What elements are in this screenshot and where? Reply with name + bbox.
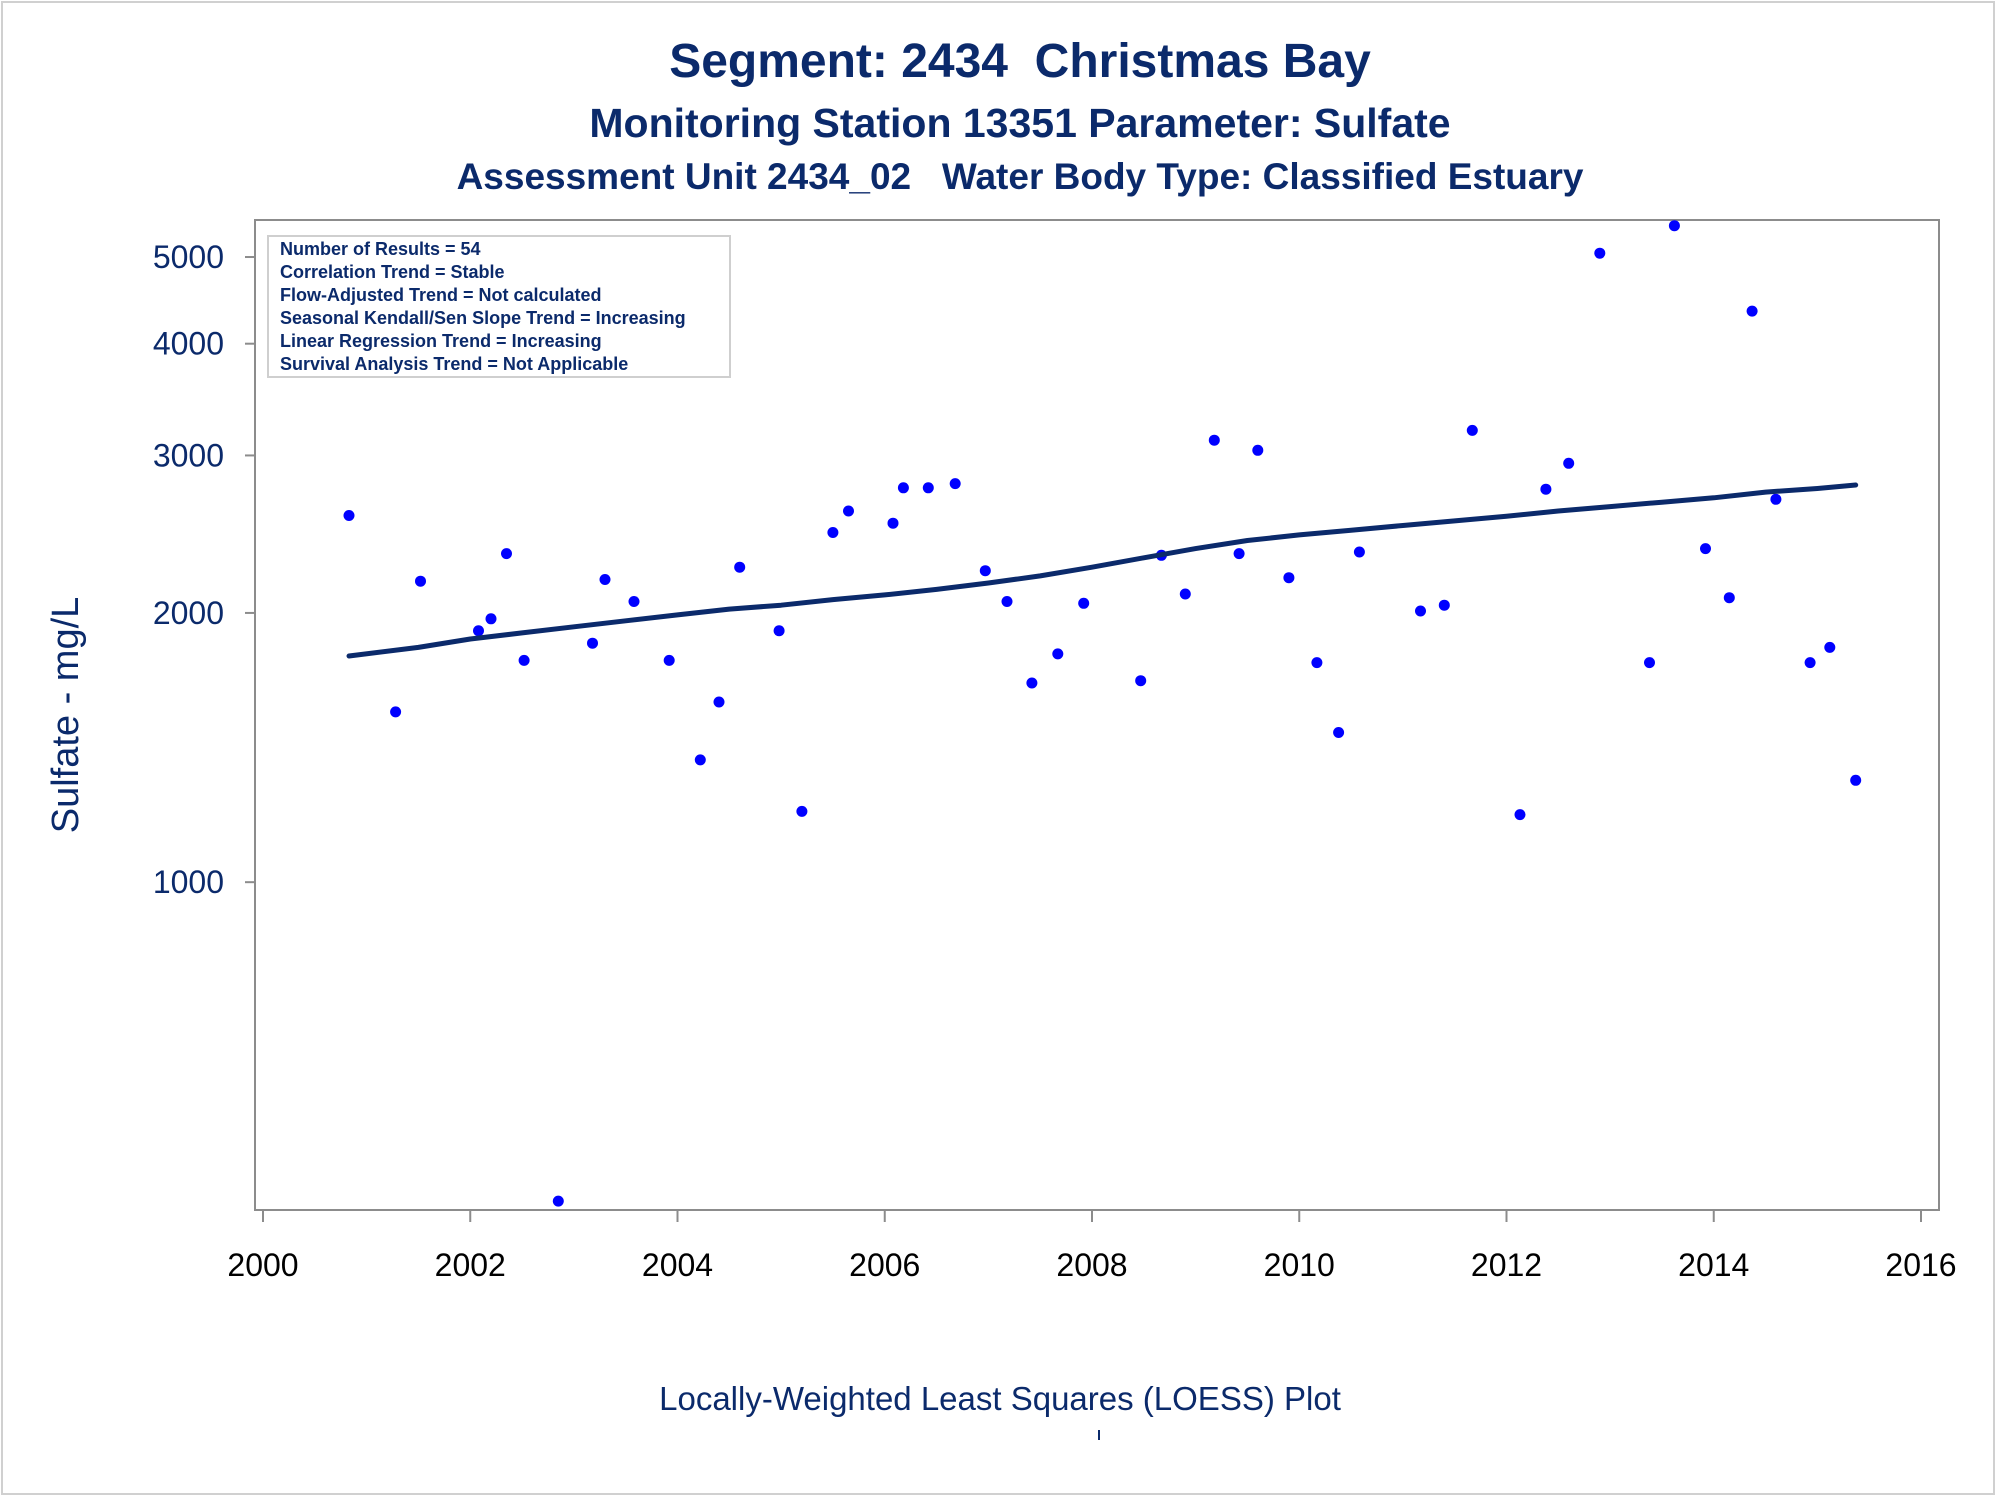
x-axis: 2000 2002 2004 2006 2008 2010 2012 2014 2016 — [227, 1210, 1957, 1283]
data-point — [343, 510, 355, 521]
x-tick-label: 2008 — [1056, 1247, 1127, 1283]
x-tick-label: 2002 — [435, 1247, 506, 1283]
y-axis-label: Sulfate - mg/L — [45, 597, 87, 834]
data-point — [1353, 546, 1365, 558]
data-point — [552, 1195, 564, 1207]
data-point — [1594, 247, 1606, 259]
data-point — [1824, 641, 1836, 653]
data-point — [1135, 675, 1147, 687]
data-point — [1208, 434, 1220, 446]
data-point — [628, 596, 640, 607]
x-tick-label: 2004 — [642, 1247, 713, 1283]
stats-line-3: Flow-Adjusted Trend = Not calculated — [280, 285, 602, 305]
data-point — [1700, 543, 1711, 555]
data-point — [1723, 592, 1735, 604]
data-point — [694, 754, 706, 766]
chart-title: Segment: 2434 Christmas Bay — [669, 35, 1371, 88]
data-point — [949, 478, 961, 490]
x-tick-label: 2010 — [1264, 1247, 1335, 1283]
y-tick-label: 4000 — [153, 326, 224, 362]
data-point — [518, 654, 530, 666]
data-point — [1804, 657, 1816, 669]
data-point — [827, 527, 839, 538]
y-axis: 1000 2000 3000 4000 5000 — [153, 239, 255, 900]
footnote-mark — [1098, 1430, 1100, 1440]
data-point — [734, 561, 746, 573]
data-point — [796, 805, 808, 817]
loess-trend-line — [346, 482, 1859, 659]
stats-line-6: Survival Analysis Trend = Not Applicable — [280, 354, 628, 374]
data-point — [1233, 548, 1245, 560]
data-point — [843, 505, 854, 517]
data-point — [897, 482, 909, 494]
data-point — [1333, 727, 1345, 738]
data-point — [390, 706, 402, 718]
data-point — [1668, 220, 1680, 232]
data-point — [773, 625, 785, 637]
data-point — [1179, 588, 1191, 600]
data-point — [1026, 677, 1038, 689]
data-point — [1052, 648, 1064, 660]
data-point — [1283, 572, 1295, 584]
plot-area — [254, 219, 1940, 1211]
data-point — [599, 574, 611, 585]
data-point — [1438, 599, 1450, 611]
chart-subtitle-2: Assessment Unit 2434_02 Water Body Type:… — [456, 156, 1584, 197]
x-tick-label: 2014 — [1678, 1247, 1749, 1283]
data-point — [1850, 774, 1862, 786]
y-tick-label: 1000 — [153, 864, 224, 900]
x-tick-label: 2016 — [1885, 1247, 1956, 1283]
data-point — [663, 654, 675, 666]
data-point — [1311, 657, 1323, 669]
y-tick-label: 5000 — [153, 239, 224, 275]
data-point — [922, 482, 934, 494]
data-point — [1770, 493, 1782, 505]
stats-line-5: Linear Regression Trend = Increasing — [280, 331, 602, 351]
stats-line-4: Seasonal Kendall/Sen Slope Trend = Incre… — [280, 308, 686, 328]
chart-subtitle: Monitoring Station 13351 Parameter: Sulf… — [589, 100, 1451, 146]
data-point — [887, 517, 899, 529]
stats-box — [267, 235, 731, 378]
data-point — [1540, 483, 1552, 495]
data-point — [713, 696, 725, 708]
data-point — [473, 625, 484, 637]
stats-line-1: Number of Results = 54 — [280, 239, 481, 259]
data-point — [415, 575, 426, 587]
y-tick-label: 2000 — [153, 595, 224, 631]
data-point — [1563, 457, 1575, 469]
data-point — [1746, 305, 1758, 317]
data-point — [1001, 596, 1013, 607]
x-tick-label: 2000 — [227, 1247, 298, 1283]
data-point — [1252, 444, 1264, 456]
data-point — [1466, 424, 1478, 436]
series-layer — [343, 220, 1862, 1207]
data-point — [485, 613, 497, 625]
footnote: Locally-Weighted Least Squares (LOESS) P… — [659, 1380, 1341, 1417]
data-point — [1514, 809, 1526, 821]
x-tick-label: 2012 — [1471, 1247, 1542, 1283]
data-point — [1078, 597, 1090, 609]
x-tick-label: 2006 — [849, 1247, 920, 1283]
stats-line-2: Correlation Trend = Stable — [280, 262, 505, 282]
data-point — [979, 565, 991, 577]
data-point — [501, 548, 512, 560]
data-point — [1644, 657, 1655, 669]
data-point — [1415, 605, 1426, 617]
y-tick-label: 3000 — [153, 437, 224, 473]
data-point — [587, 637, 598, 649]
